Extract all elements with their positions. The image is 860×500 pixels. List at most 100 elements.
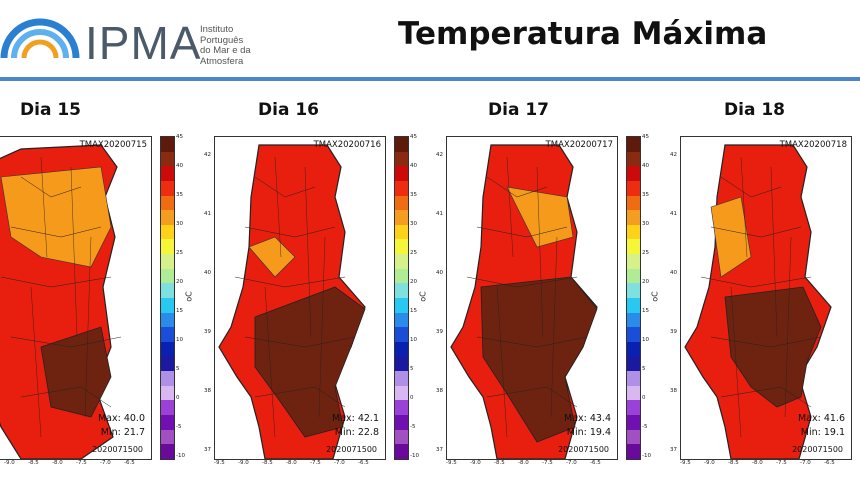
colorbar-tick-label: 45 xyxy=(410,134,417,140)
y-tick-label: 42 xyxy=(670,152,677,158)
colorbar-tick-label: 30 xyxy=(642,221,649,227)
x-tick-label: -6.5 xyxy=(590,460,601,466)
y-tick-label: 38 xyxy=(436,388,443,394)
ipma-logo-arcs-icon xyxy=(0,18,80,59)
run-id: 2020071500 xyxy=(558,445,609,454)
min-value: Min: 19.1 xyxy=(800,427,845,438)
ipma-logo: IPMA Instituto Português do Mar e da Atm… xyxy=(0,8,260,68)
colorbar-tick-label: 20 xyxy=(176,279,183,285)
map-timestamp: TMAX20200717 xyxy=(545,140,613,150)
map-panel-2: Dia 16 TMAX20200716 Max: 42.1 Min: 22.8 2020… xyxy=(154,96,428,500)
colorbar-tick-label: -10 xyxy=(176,453,185,459)
min-value: Min: 22.8 xyxy=(334,427,379,438)
colorbar-tick-label: 5 xyxy=(410,366,414,372)
x-tick-label: -8.5 xyxy=(494,460,505,466)
y-tick-label: 42 xyxy=(204,152,211,158)
colorbar-tick-label: -5 xyxy=(410,424,416,430)
x-tick-label: -9.5 xyxy=(680,460,691,466)
colorbar-tick-label: 10 xyxy=(176,337,183,343)
map-panel-1: Dia 15 TMAX20200715 Max: 40.0 Min: 21.7 2020… xyxy=(0,96,194,500)
colorbar-tick-label: 0 xyxy=(642,395,646,401)
colorbar xyxy=(160,136,175,460)
logo-subtitle: Instituto Português do Mar e da Atmosfer… xyxy=(200,24,251,67)
colorbar xyxy=(394,136,409,460)
colorbar-tick-label: 35 xyxy=(410,192,417,198)
run-id: 2020071500 xyxy=(326,445,377,454)
y-tick-label: 41 xyxy=(436,211,443,217)
colorbar-tick-label: 40 xyxy=(176,163,183,169)
x-tick-label: -6.5 xyxy=(824,460,835,466)
x-tick-label: -8.0 xyxy=(518,460,529,466)
logo-name: IPMA xyxy=(85,17,202,69)
y-tick-label: 39 xyxy=(670,329,677,335)
map-panel-4: Dia 18 TMAX20200718 Max: 41.6 Min: 19.1 2020… xyxy=(620,96,852,500)
day-label: Dia 17 xyxy=(488,100,549,120)
x-tick-label: -7.0 xyxy=(566,460,577,466)
y-tick-label: 40 xyxy=(204,270,211,276)
colorbar-tick-label: 35 xyxy=(642,192,649,198)
x-tick-label: -8.0 xyxy=(752,460,763,466)
header: IPMA Instituto Português do Mar e da Atm… xyxy=(0,0,860,81)
y-tick-label: 41 xyxy=(204,211,211,217)
colorbar-tick-label: 5 xyxy=(176,366,180,372)
colorbar-tick-label: 5 xyxy=(642,366,646,372)
min-value: Min: 19.4 xyxy=(566,427,611,438)
map-timestamp: TMAX20200715 xyxy=(79,140,147,150)
header-divider xyxy=(0,77,860,81)
x-tick-label: -8.5 xyxy=(262,460,273,466)
map-timestamp: TMAX20200716 xyxy=(313,140,381,150)
colorbar-tick-label: 30 xyxy=(410,221,417,227)
x-tick-label: -9.0 xyxy=(4,460,15,466)
colorbar-tick-label: -5 xyxy=(642,424,648,430)
y-tick-label: 38 xyxy=(670,388,677,394)
x-tick-label: -9.0 xyxy=(704,460,715,466)
colorbar-tick-label: 45 xyxy=(176,134,183,140)
x-tick-label: -9.0 xyxy=(470,460,481,466)
x-tick-label: -6.5 xyxy=(124,460,135,466)
x-tick-label: -8.0 xyxy=(52,460,63,466)
day-label: Dia 18 xyxy=(724,100,785,120)
colorbar-tick-label: -10 xyxy=(410,453,419,459)
portugal-map-icon xyxy=(684,144,832,459)
y-tick-label: 38 xyxy=(204,388,211,394)
max-value: Max: 42.1 xyxy=(331,413,379,424)
temperature-map: TMAX20200717 Max: 43.4 Min: 19.4 2020071500 xyxy=(446,136,618,460)
page-title: Temperatura Máxima xyxy=(398,16,768,52)
y-tick-label: 39 xyxy=(436,329,443,335)
day-label: Dia 16 xyxy=(258,100,319,120)
x-tick-label: -7.0 xyxy=(100,460,111,466)
y-tick-label: 37 xyxy=(436,447,443,453)
y-tick-label: 41 xyxy=(670,211,677,217)
colorbar xyxy=(626,136,641,460)
x-tick-label: -7.5 xyxy=(776,460,787,466)
map-panel-3: Dia 17 TMAX20200717 Max: 43.4 Min: 19.4 2020… xyxy=(386,96,660,500)
y-tick-label: 37 xyxy=(204,447,211,453)
x-tick-label: -7.5 xyxy=(76,460,87,466)
colorbar-tick-label: 10 xyxy=(410,337,417,343)
colorbar-tick-label: 20 xyxy=(642,279,649,285)
x-tick-label: -8.5 xyxy=(728,460,739,466)
colorbar-tick-label: 10 xyxy=(642,337,649,343)
colorbar-tick-label: -5 xyxy=(176,424,182,430)
colorbar-tick-label: 0 xyxy=(410,395,414,401)
x-tick-label: -9.0 xyxy=(238,460,249,466)
min-value: Min: 21.7 xyxy=(100,427,145,438)
colorbar-tick-label: 0 xyxy=(176,395,180,401)
colorbar-tick-label: 25 xyxy=(176,250,183,256)
temperature-map: TMAX20200716 Max: 42.1 Min: 22.8 2020071500 xyxy=(214,136,386,460)
portugal-map-icon xyxy=(450,144,598,459)
y-tick-label: 39 xyxy=(204,329,211,335)
colorbar-tick-label: 30 xyxy=(176,221,183,227)
max-value: Max: 40.0 xyxy=(97,413,145,424)
portugal-map-icon xyxy=(218,144,366,459)
colorbar-tick-label: -10 xyxy=(642,453,651,459)
y-tick-label: 40 xyxy=(670,270,677,276)
colorbar-tick-label: 15 xyxy=(176,308,183,314)
colorbar-tick-label: 25 xyxy=(642,250,649,256)
x-tick-label: -7.0 xyxy=(334,460,345,466)
portugal-map-icon xyxy=(0,144,122,459)
y-tick-label: 37 xyxy=(670,447,677,453)
x-tick-label: -8.5 xyxy=(28,460,39,466)
colorbar-tick-label: 45 xyxy=(642,134,649,140)
max-value: Max: 43.4 xyxy=(563,413,611,424)
